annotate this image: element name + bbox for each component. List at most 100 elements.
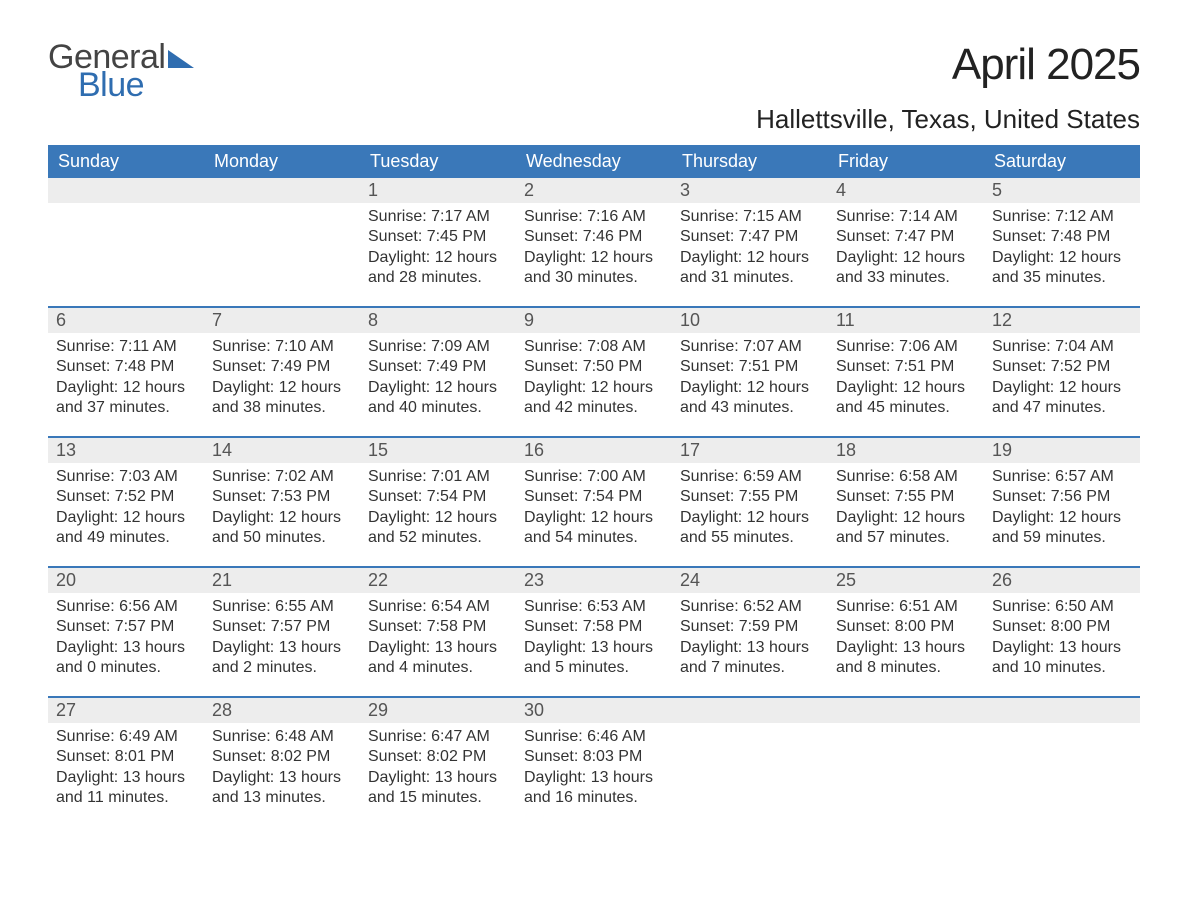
weekday-header: Sunday bbox=[48, 145, 204, 178]
sunset-text: Sunset: 7:55 PM bbox=[836, 487, 976, 507]
day-cell: Sunrise: 6:48 AMSunset: 8:02 PMDaylight:… bbox=[204, 723, 360, 827]
day-number-cell: 15 bbox=[360, 437, 516, 463]
day-number-cell: 20 bbox=[48, 567, 204, 593]
sunrise-text: Sunrise: 6:57 AM bbox=[992, 467, 1132, 487]
day-cell: Sunrise: 7:15 AMSunset: 7:47 PMDaylight:… bbox=[672, 203, 828, 307]
sunrise-text: Sunrise: 7:01 AM bbox=[368, 467, 508, 487]
day-number-cell: 13 bbox=[48, 437, 204, 463]
day-number-cell: 7 bbox=[204, 307, 360, 333]
day-number-cell: 2 bbox=[516, 178, 672, 203]
sunset-text: Sunset: 7:50 PM bbox=[524, 357, 664, 377]
sunset-text: Sunset: 7:48 PM bbox=[56, 357, 196, 377]
daylight-text: Daylight: 12 hours and 55 minutes. bbox=[680, 508, 820, 549]
daylight-text: Daylight: 12 hours and 45 minutes. bbox=[836, 378, 976, 419]
sunset-text: Sunset: 7:48 PM bbox=[992, 227, 1132, 247]
sunrise-text: Sunrise: 6:56 AM bbox=[56, 597, 196, 617]
daylight-text: Daylight: 12 hours and 50 minutes. bbox=[212, 508, 352, 549]
day-cell: Sunrise: 7:14 AMSunset: 7:47 PMDaylight:… bbox=[828, 203, 984, 307]
day-number-cell bbox=[672, 697, 828, 723]
day-number-cell: 16 bbox=[516, 437, 672, 463]
day-cell: Sunrise: 6:46 AMSunset: 8:03 PMDaylight:… bbox=[516, 723, 672, 827]
sunrise-text: Sunrise: 7:17 AM bbox=[368, 207, 508, 227]
daylight-text: Daylight: 12 hours and 28 minutes. bbox=[368, 248, 508, 289]
sunset-text: Sunset: 7:51 PM bbox=[836, 357, 976, 377]
sunrise-text: Sunrise: 7:11 AM bbox=[56, 337, 196, 357]
sunset-text: Sunset: 7:52 PM bbox=[56, 487, 196, 507]
sunrise-text: Sunrise: 7:09 AM bbox=[368, 337, 508, 357]
sunset-text: Sunset: 7:51 PM bbox=[680, 357, 820, 377]
sunset-text: Sunset: 7:58 PM bbox=[368, 617, 508, 637]
day-cell: Sunrise: 7:01 AMSunset: 7:54 PMDaylight:… bbox=[360, 463, 516, 567]
weekday-header: Tuesday bbox=[360, 145, 516, 178]
day-cell: Sunrise: 6:50 AMSunset: 8:00 PMDaylight:… bbox=[984, 593, 1140, 697]
sunset-text: Sunset: 8:00 PM bbox=[992, 617, 1132, 637]
day-number-cell: 3 bbox=[672, 178, 828, 203]
day-cell bbox=[828, 723, 984, 827]
weekday-header: Wednesday bbox=[516, 145, 672, 178]
day-number-cell: 21 bbox=[204, 567, 360, 593]
day-number-cell: 5 bbox=[984, 178, 1140, 203]
day-cell: Sunrise: 7:00 AMSunset: 7:54 PMDaylight:… bbox=[516, 463, 672, 567]
daylight-text: Daylight: 13 hours and 5 minutes. bbox=[524, 638, 664, 679]
daylight-text: Daylight: 12 hours and 52 minutes. bbox=[368, 508, 508, 549]
daylight-text: Daylight: 13 hours and 13 minutes. bbox=[212, 768, 352, 809]
day-cell: Sunrise: 6:57 AMSunset: 7:56 PMDaylight:… bbox=[984, 463, 1140, 567]
sunset-text: Sunset: 7:49 PM bbox=[212, 357, 352, 377]
sunset-text: Sunset: 7:53 PM bbox=[212, 487, 352, 507]
page-header: General Blue April 2025 Hallettsville, T… bbox=[48, 40, 1140, 135]
sunrise-text: Sunrise: 6:59 AM bbox=[680, 467, 820, 487]
logo: General Blue bbox=[48, 40, 194, 102]
sunrise-text: Sunrise: 7:00 AM bbox=[524, 467, 664, 487]
sunset-text: Sunset: 7:54 PM bbox=[524, 487, 664, 507]
day-cell bbox=[204, 203, 360, 307]
day-number-cell: 10 bbox=[672, 307, 828, 333]
day-number-cell bbox=[828, 697, 984, 723]
weekday-header: Thursday bbox=[672, 145, 828, 178]
sunset-text: Sunset: 7:56 PM bbox=[992, 487, 1132, 507]
sunset-text: Sunset: 7:46 PM bbox=[524, 227, 664, 247]
day-cell: Sunrise: 6:51 AMSunset: 8:00 PMDaylight:… bbox=[828, 593, 984, 697]
day-number-cell: 9 bbox=[516, 307, 672, 333]
day-number-cell: 12 bbox=[984, 307, 1140, 333]
daylight-text: Daylight: 13 hours and 0 minutes. bbox=[56, 638, 196, 679]
location-subtitle: Hallettsville, Texas, United States bbox=[756, 104, 1140, 135]
day-cell: Sunrise: 7:03 AMSunset: 7:52 PMDaylight:… bbox=[48, 463, 204, 567]
day-number-cell: 25 bbox=[828, 567, 984, 593]
sunset-text: Sunset: 7:47 PM bbox=[836, 227, 976, 247]
daylight-text: Daylight: 12 hours and 49 minutes. bbox=[56, 508, 196, 549]
daylight-text: Daylight: 12 hours and 40 minutes. bbox=[368, 378, 508, 419]
sunrise-text: Sunrise: 6:47 AM bbox=[368, 727, 508, 747]
day-cell: Sunrise: 6:56 AMSunset: 7:57 PMDaylight:… bbox=[48, 593, 204, 697]
sunrise-text: Sunrise: 6:46 AM bbox=[524, 727, 664, 747]
day-cell: Sunrise: 6:47 AMSunset: 8:02 PMDaylight:… bbox=[360, 723, 516, 827]
day-cell: Sunrise: 6:52 AMSunset: 7:59 PMDaylight:… bbox=[672, 593, 828, 697]
sunset-text: Sunset: 7:54 PM bbox=[368, 487, 508, 507]
daylight-text: Daylight: 12 hours and 35 minutes. bbox=[992, 248, 1132, 289]
day-cell: Sunrise: 6:53 AMSunset: 7:58 PMDaylight:… bbox=[516, 593, 672, 697]
day-number-cell: 22 bbox=[360, 567, 516, 593]
day-cell: Sunrise: 7:11 AMSunset: 7:48 PMDaylight:… bbox=[48, 333, 204, 437]
sunrise-text: Sunrise: 7:07 AM bbox=[680, 337, 820, 357]
day-cell: Sunrise: 7:06 AMSunset: 7:51 PMDaylight:… bbox=[828, 333, 984, 437]
day-number-cell: 6 bbox=[48, 307, 204, 333]
sunset-text: Sunset: 7:57 PM bbox=[56, 617, 196, 637]
daylight-text: Daylight: 12 hours and 57 minutes. bbox=[836, 508, 976, 549]
day-cell bbox=[984, 723, 1140, 827]
day-number-cell: 8 bbox=[360, 307, 516, 333]
day-cell: Sunrise: 7:12 AMSunset: 7:48 PMDaylight:… bbox=[984, 203, 1140, 307]
sunrise-text: Sunrise: 6:51 AM bbox=[836, 597, 976, 617]
daylight-text: Daylight: 12 hours and 42 minutes. bbox=[524, 378, 664, 419]
sunrise-text: Sunrise: 6:49 AM bbox=[56, 727, 196, 747]
sunrise-text: Sunrise: 6:54 AM bbox=[368, 597, 508, 617]
day-cell: Sunrise: 6:58 AMSunset: 7:55 PMDaylight:… bbox=[828, 463, 984, 567]
sunrise-text: Sunrise: 7:15 AM bbox=[680, 207, 820, 227]
daylight-text: Daylight: 12 hours and 31 minutes. bbox=[680, 248, 820, 289]
day-cell: Sunrise: 7:09 AMSunset: 7:49 PMDaylight:… bbox=[360, 333, 516, 437]
day-cell: Sunrise: 6:49 AMSunset: 8:01 PMDaylight:… bbox=[48, 723, 204, 827]
day-cell: Sunrise: 7:17 AMSunset: 7:45 PMDaylight:… bbox=[360, 203, 516, 307]
sunset-text: Sunset: 8:01 PM bbox=[56, 747, 196, 767]
day-number-cell: 17 bbox=[672, 437, 828, 463]
daylight-text: Daylight: 13 hours and 11 minutes. bbox=[56, 768, 196, 809]
sunrise-text: Sunrise: 6:50 AM bbox=[992, 597, 1132, 617]
sunset-text: Sunset: 8:03 PM bbox=[524, 747, 664, 767]
